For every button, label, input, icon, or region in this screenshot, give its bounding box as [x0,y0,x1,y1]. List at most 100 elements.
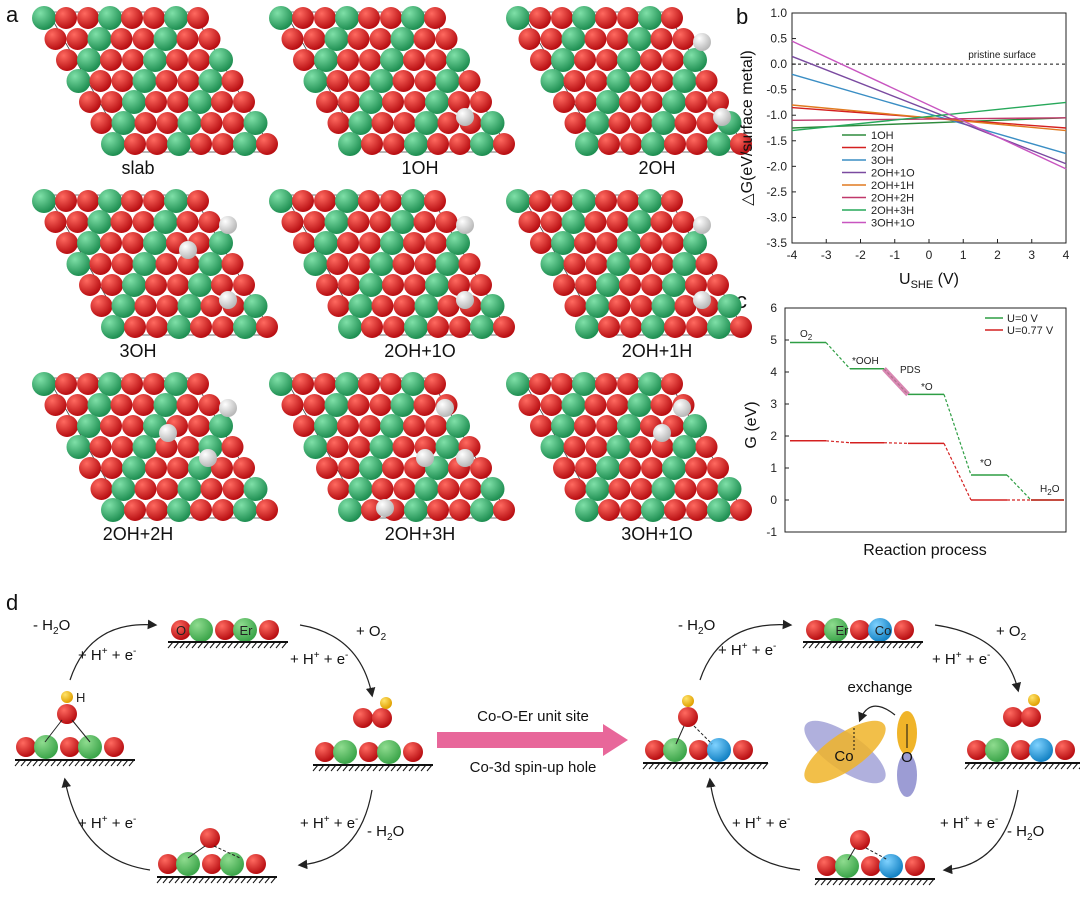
oxygen-atom [292,7,314,29]
hatch-mark [744,762,751,770]
oxygen-atom [529,190,551,212]
step-label-3: *O [980,458,992,469]
metal-atom [627,27,652,51]
oxygen-atom [1021,707,1041,727]
metal-atom [638,6,662,30]
metal-atom [425,273,449,297]
hatch-mark [366,764,373,772]
oxygen-atom [575,457,597,479]
oxygen-atom [369,28,392,50]
pds-highlight [882,367,910,397]
hatch-mark [228,876,235,884]
metal-atom [338,498,362,522]
metal-atom [101,498,125,522]
bond [675,725,685,745]
metal-atom [164,372,188,396]
oxygen-atom [674,478,697,500]
oxygen-atom [630,112,653,134]
oxygen-atom [608,112,631,134]
metal-atom [638,372,662,396]
metal-atom [338,315,362,339]
metal-atom [596,273,620,297]
hatch-mark [336,764,343,772]
oxygen-atom [861,856,881,876]
surface-hatch [964,762,1080,770]
metal-atom [314,414,338,438]
oxygen-atom [56,232,78,254]
metal-atom [683,231,707,255]
hatch-mark [814,641,821,649]
hatch-mark [1042,762,1049,770]
hatch-mark [886,641,893,649]
oxygen-atom [425,49,447,71]
hydrogen-atom [219,399,237,417]
oxygen-atom [212,316,234,338]
y-tick-label-b: 0.0 [770,57,787,71]
hatch-mark [215,641,222,649]
surface-hatch [156,876,277,884]
hatch-mark [1048,762,1055,770]
bond [865,847,889,861]
oxygen-atom [111,253,134,275]
oxygen-atom [121,190,143,212]
co-atom [1029,738,1053,762]
oxygen-atom [575,274,597,296]
oxygen-atom [326,70,349,92]
oxygen-atom [110,28,133,50]
oxygen-atom [458,253,481,275]
connector-U=0 V-0 [825,342,851,370]
hydrogen-atom [1028,694,1040,706]
oxygen-atom [661,373,683,395]
hatch-mark [168,876,175,884]
metal-atom [32,189,56,213]
metal-atom [435,252,460,276]
oxygen-atom [222,478,245,500]
metal-atom [606,69,631,93]
metal-atom [87,27,112,51]
oxygen-atom [359,49,381,71]
oxygen-atom [314,190,336,212]
metal-atom [717,294,742,318]
oxygen-atom [630,478,653,500]
co-atom [879,854,903,878]
metal-atom [572,6,596,30]
slab-cell-7: 2OH+3H [269,372,515,544]
metal-atom [348,111,373,135]
metal-atom [446,48,470,72]
hatch-mark [720,762,727,770]
oxygen-atom [104,737,124,757]
series-line-3OH+1O [791,40,1067,170]
hatch-mark [690,762,697,770]
surface-hatch [167,641,288,649]
oxygen-atom [664,133,686,155]
oxygen-atom [707,91,729,113]
oxygen-atom [650,211,673,233]
oxygen-atom [176,211,199,233]
hatch-mark [104,759,111,767]
orbital-lobe [897,753,917,797]
hatch-mark [762,762,769,770]
oxygen-atom [100,232,122,254]
metal-atom [380,231,404,255]
metal-atom [390,393,415,417]
hatch-mark [227,641,234,649]
hatch-mark [880,878,887,886]
hatch-mark [808,641,815,649]
metal-atom [414,477,439,501]
metal-atom [561,210,586,234]
oxygen-atom [427,133,449,155]
oxygen-atom [315,742,335,762]
hatch-mark [976,762,983,770]
slab-cell-2: 2OH [506,6,752,178]
label-plus-o2-left: + O2 [356,623,387,643]
oxygen-atom [585,253,608,275]
hatch-mark [257,641,264,649]
oxygen-atom [338,457,360,479]
plot-frame-c [784,307,1067,533]
metal-atom [335,6,359,30]
oxygen-atom [358,373,380,395]
surface-hatch [14,759,135,767]
oxygen-atom [89,70,112,92]
oxygen-atom [424,7,446,29]
oxygen-atom [44,28,67,50]
